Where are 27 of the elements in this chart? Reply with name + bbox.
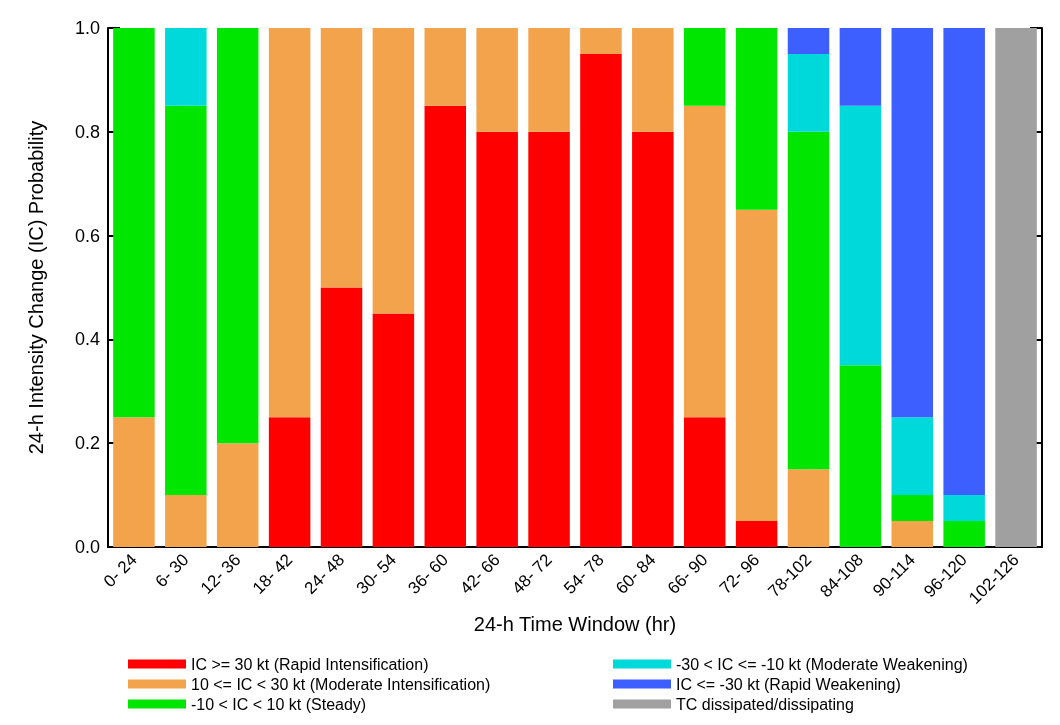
legend-label: -30 < IC <= -10 kt (Moderate Weakening) (676, 655, 968, 673)
x-tick-label: 42- 66 (456, 550, 504, 598)
y-axis-title: 24-h Intensity Change (IC) Probability (25, 120, 47, 455)
y-tick-label: 0.8 (74, 121, 100, 142)
x-tick-label: 30- 54 (352, 550, 401, 598)
x-tick-label: 18- 42 (248, 550, 297, 598)
x-tick-label: 60- 84 (612, 550, 660, 598)
legend-label: IC >= 30 kt (Rapid Intensification) (191, 655, 429, 673)
legend-label: 10 <= IC < 30 kt (Moderate Intensification) (191, 675, 491, 693)
x-tick-label: 72- 96 (715, 550, 764, 598)
y-tick-label: 0.2 (74, 433, 100, 454)
x-tick-label: 66- 90 (663, 550, 712, 598)
x-tick-label: 6- 30 (151, 550, 193, 592)
x-axis-title: 24-h Time Window (hr) (473, 613, 677, 636)
x-tick-label: 36- 60 (404, 550, 452, 598)
legend-label: -10 < IC < 10 kt (Steady) (191, 695, 367, 713)
x-tick-label: 24- 48 (300, 550, 349, 598)
legend-label: TC dissipated/dissipating (676, 695, 854, 713)
legend-label: IC <= -30 kt (Rapid Weakening) (676, 675, 901, 693)
x-tick-label: 12- 36 (196, 550, 245, 598)
x-tick-label: 0- 24 (99, 550, 141, 592)
y-tick-label: 0.6 (74, 225, 100, 246)
y-tick-label: 1.0 (74, 18, 100, 38)
x-tick-label: 48- 72 (508, 550, 556, 598)
y-tick-label: 0.0 (74, 537, 100, 557)
x-tick-label: 54- 78 (560, 550, 608, 598)
y-tick-label: 0.4 (74, 329, 100, 350)
